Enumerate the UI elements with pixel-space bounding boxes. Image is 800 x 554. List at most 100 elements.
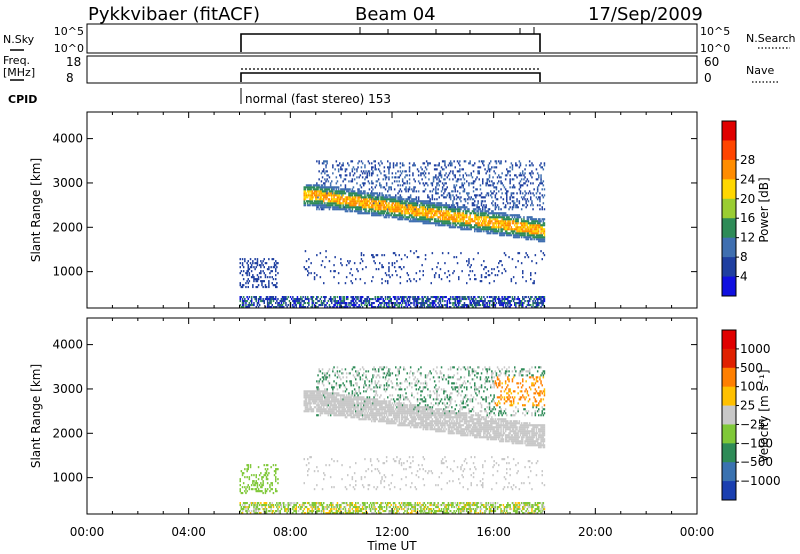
- heatmap-cell: [399, 208, 402, 211]
- heatmap-cell: [342, 202, 344, 205]
- heatmap-cell: [516, 214, 518, 217]
- heatmap-cell: [458, 300, 460, 303]
- heatmap-cell: [395, 198, 397, 201]
- heatmap-cell: [506, 194, 508, 197]
- heatmap-cell: [504, 304, 507, 307]
- heatmap-cell: [329, 476, 332, 479]
- heatmap-cell: [451, 162, 453, 165]
- nsearch-tick-top: 10^5: [700, 25, 730, 38]
- heatmap-cell: [461, 218, 463, 221]
- heatmap-cell: [535, 306, 538, 309]
- heatmap-cell: [431, 302, 434, 305]
- heatmap-cell: [275, 268, 277, 271]
- heatmap-cell: [406, 182, 408, 185]
- heatmap-cell: [438, 304, 440, 307]
- heatmap-cell: [309, 198, 311, 201]
- heatmap-cell: [451, 190, 453, 193]
- heatmap-cell: [454, 176, 456, 179]
- heatmap-cell: [397, 204, 399, 207]
- heatmap-cell: [280, 506, 283, 509]
- heatmap-cell: [319, 198, 322, 201]
- heatmap-cell: [441, 204, 444, 207]
- heatmap-cell: [397, 210, 399, 213]
- heatmap-cell: [257, 510, 260, 513]
- heatmap-cell: [496, 298, 499, 301]
- heatmap-cell: [535, 236, 538, 239]
- heatmap-cell: [403, 206, 405, 209]
- heatmap-cell: [451, 210, 453, 213]
- heatmap-cell: [412, 202, 414, 205]
- heatmap-cell: [275, 260, 277, 263]
- heatmap-cell: [324, 202, 326, 205]
- heatmap-cell: [448, 172, 451, 175]
- heatmap-cell: [432, 204, 435, 207]
- heatmap-cell: [340, 192, 342, 195]
- heatmap-cell: [440, 190, 443, 193]
- heatmap-cell: [502, 228, 505, 231]
- heatmap-cell: [492, 224, 494, 227]
- heatmap-cell: [431, 182, 434, 185]
- heatmap-cell: [345, 306, 348, 309]
- heatmap-cell: [381, 162, 383, 165]
- heatmap-cell: [458, 196, 460, 199]
- heatmap-cell: [480, 296, 483, 299]
- heatmap-cell: [351, 202, 354, 205]
- heatmap-cell: [499, 214, 501, 217]
- heatmap-cell: [307, 470, 309, 473]
- heatmap-cell: [474, 218, 476, 221]
- heatmap-cell: [312, 506, 315, 509]
- heatmap-cell: [344, 196, 347, 199]
- heatmap-cell: [524, 228, 526, 231]
- heatmap-cell: [380, 200, 382, 203]
- heatmap-cell: [246, 512, 248, 515]
- heatmap-cell: [526, 184, 529, 187]
- heatmap-cell: [528, 304, 531, 307]
- heatmap-cell: [474, 226, 476, 229]
- heatmap-cell: [490, 194, 492, 197]
- heatmap-cell: [250, 484, 253, 487]
- heatmap-cell: [541, 226, 543, 229]
- heatmap-cell: [398, 202, 400, 205]
- heatmap-cell: [348, 208, 350, 211]
- heatmap-cell: [539, 240, 541, 243]
- heatmap-cell: [321, 368, 324, 371]
- heatmap-cell: [340, 166, 342, 169]
- heatmap-cell: [427, 164, 429, 167]
- heatmap-cell: [262, 484, 264, 487]
- heatmap-cell: [266, 276, 269, 279]
- heatmap-cell: [516, 298, 518, 301]
- heatmap-cell: [355, 206, 357, 209]
- heatmap-cell: [360, 212, 363, 215]
- heatmap-cell: [511, 298, 514, 301]
- heatmap-cell: [385, 176, 388, 179]
- heatmap-cell: [295, 510, 297, 513]
- heatmap-cell: [472, 212, 475, 215]
- heatmap-cell: [482, 180, 484, 183]
- heatmap-cell: [360, 254, 363, 257]
- heatmap-cell: [517, 232, 519, 235]
- heatmap-cell: [400, 206, 403, 209]
- heatmap-cell: [271, 304, 273, 307]
- heatmap-cell: [369, 202, 372, 205]
- heatmap-cell: [530, 274, 532, 277]
- heatmap-cell: [531, 200, 533, 203]
- heatmap-cell: [318, 178, 320, 181]
- heatmap-cell: [463, 306, 466, 309]
- heatmap-cell: [456, 222, 459, 225]
- heatmap-cell: [367, 302, 370, 305]
- heatmap-cell: [444, 262, 446, 265]
- heatmap-cell: [496, 182, 499, 185]
- heatmap-cell: [398, 200, 400, 203]
- heatmap-cell: [456, 204, 459, 207]
- heatmap-cell: [471, 220, 474, 223]
- heatmap-cell: [325, 374, 327, 377]
- heatmap-cell: [504, 306, 507, 309]
- heatmap-cell: [503, 186, 506, 189]
- heatmap-cell: [319, 304, 322, 307]
- heatmap-cell: [483, 216, 485, 219]
- heatmap-cell: [317, 200, 319, 203]
- heatmap-cell: [437, 182, 439, 185]
- heatmap-cell: [317, 404, 319, 407]
- heatmap-cell: [342, 194, 344, 197]
- heatmap-cell: [458, 304, 460, 307]
